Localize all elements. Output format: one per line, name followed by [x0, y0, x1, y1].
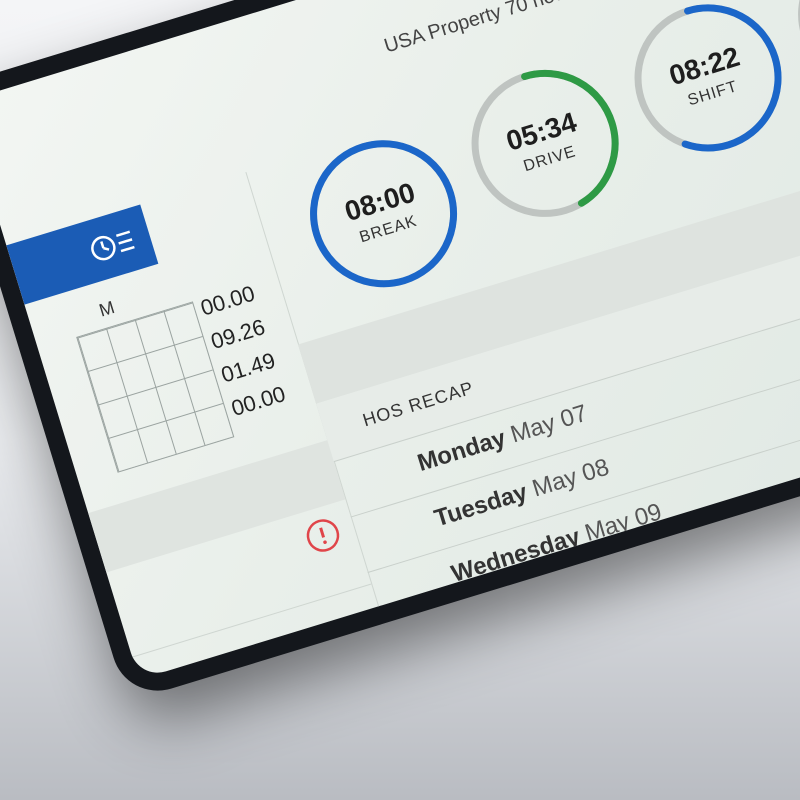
log-panel-header	[6, 204, 159, 305]
alert-icon	[306, 519, 340, 552]
day-date: May 08	[529, 453, 613, 503]
clock-list-button[interactable]	[85, 221, 143, 268]
break-ring	[310, 140, 458, 288]
day-date: May 09	[581, 498, 665, 548]
day-name: Tuesday	[431, 478, 531, 533]
hos-timers: 08:00 BREAK 05:34 DRIVE 08:22 SHIFT	[275, 0, 800, 314]
day-name: Monday	[414, 424, 509, 477]
violation-alert[interactable]	[301, 513, 346, 558]
phone-device: ▾ ◉ ▣ ✱ ▮ 12:00 USA Property 70 hour / 8…	[0, 0, 800, 703]
log-panel-divider	[132, 583, 372, 658]
log-panel: M 00.00 09.26 01.49 00.00	[6, 172, 393, 680]
shift-ring	[634, 4, 782, 152]
clock-list-icon	[91, 230, 135, 261]
shift-timer[interactable]: 08:22 SHIFT	[608, 0, 800, 178]
day-date: May 10	[574, 560, 659, 610]
drive-timer[interactable]: 05:34 DRIVE	[445, 44, 645, 244]
day-name: Thursday	[465, 585, 577, 644]
log-column-label: M	[96, 297, 117, 321]
drive-ring	[471, 69, 619, 217]
day-date: May 07	[507, 399, 591, 449]
break-timer[interactable]: 08:00 BREAK	[284, 114, 484, 314]
app-screen: ▾ ◉ ▣ ✱ ▮ 12:00 USA Property 70 hour / 8…	[0, 0, 800, 680]
